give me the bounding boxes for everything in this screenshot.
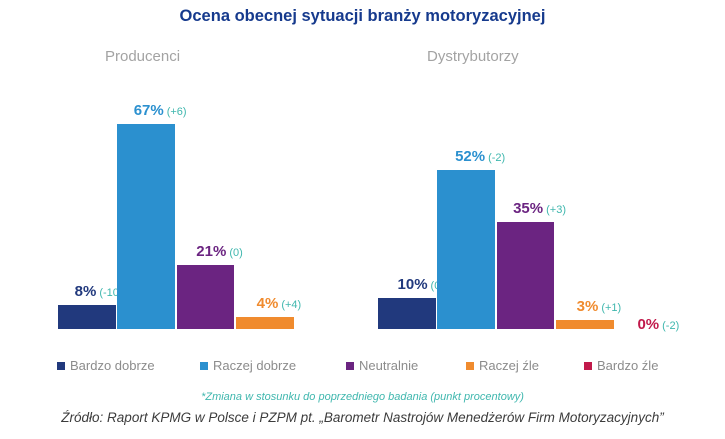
legend-label: Bardzo źle: [597, 358, 659, 373]
legend-item-3: Neutralnie: [346, 358, 418, 373]
bar-dystrybutorzy-4: [556, 320, 614, 329]
legend-label: Raczej źle: [479, 358, 539, 373]
bar-value: 3%: [576, 298, 599, 315]
bar-value: 10%: [397, 276, 428, 293]
bar-label: 3% (+1): [576, 298, 622, 315]
legend-label: Bardzo dobrze: [70, 358, 155, 373]
bar-label: 67% (+6): [133, 102, 187, 119]
bar-label: 0% (-2): [637, 316, 680, 333]
bar-producenci-3: [176, 265, 235, 329]
bar-producenci-2: [117, 124, 175, 329]
bar-change-value: (+3): [546, 204, 566, 216]
bar-label: 21% (0): [196, 243, 243, 260]
legend-label: Neutralnie: [359, 358, 419, 373]
legend-item-4: Raczej źle: [466, 358, 539, 373]
bar-value: 8%: [74, 283, 97, 300]
bar-value: 4%: [256, 295, 279, 312]
bar-change-value: (-2): [662, 320, 680, 332]
bar-value: 0%: [637, 316, 660, 333]
legend-item-5: Bardzo źle: [584, 358, 658, 373]
bar-change-value: (0): [229, 247, 243, 259]
legend-item-2: Raczej dobrze: [200, 358, 296, 373]
bar-producenci-4: [236, 317, 294, 329]
source-line: Źródło: Raport KPMG w Polsce i PZPM pt. …: [61, 410, 664, 425]
bar-dystrybutorzy-3: [496, 222, 555, 329]
bar-label: 35% (+3): [513, 200, 566, 217]
bar-dystrybutorzy-1: [378, 298, 436, 329]
legend-item-1: Bardzo dobrze: [57, 358, 155, 373]
chart-title: Ocena obecnej sytuacji branży motoryzacy…: [179, 7, 546, 25]
bar-change-value: (+1): [601, 302, 622, 314]
bar-producenci-1: [58, 305, 116, 329]
legend-swatch: [200, 361, 208, 370]
change-footnote: *Zmiana w stosunku do poprzedniego badan…: [201, 391, 524, 403]
bar-value: 67%: [133, 102, 164, 119]
bar-change-value: (-2): [488, 152, 506, 164]
bar-value: 35%: [513, 200, 544, 217]
bar-change-value: (+6): [166, 106, 187, 118]
legend-swatch: [346, 361, 354, 370]
bar-label: 52% (-2): [455, 148, 506, 165]
legend-label: Raczej dobrze: [213, 358, 297, 373]
bar-value: 52%: [455, 148, 486, 165]
legend-swatch: [466, 361, 474, 370]
bar-value: 21%: [196, 243, 227, 260]
legend-swatch: [584, 361, 592, 370]
bar-dystrybutorzy-2: [437, 170, 495, 329]
group-label-dystrybutorzy: Dystrybutorzy: [427, 48, 519, 65]
legend-swatch: [57, 361, 65, 370]
bar-change-value: (+4): [281, 299, 302, 311]
group-label-producenci: Producenci: [105, 48, 181, 65]
bar-label: 4% (+4): [256, 295, 302, 312]
